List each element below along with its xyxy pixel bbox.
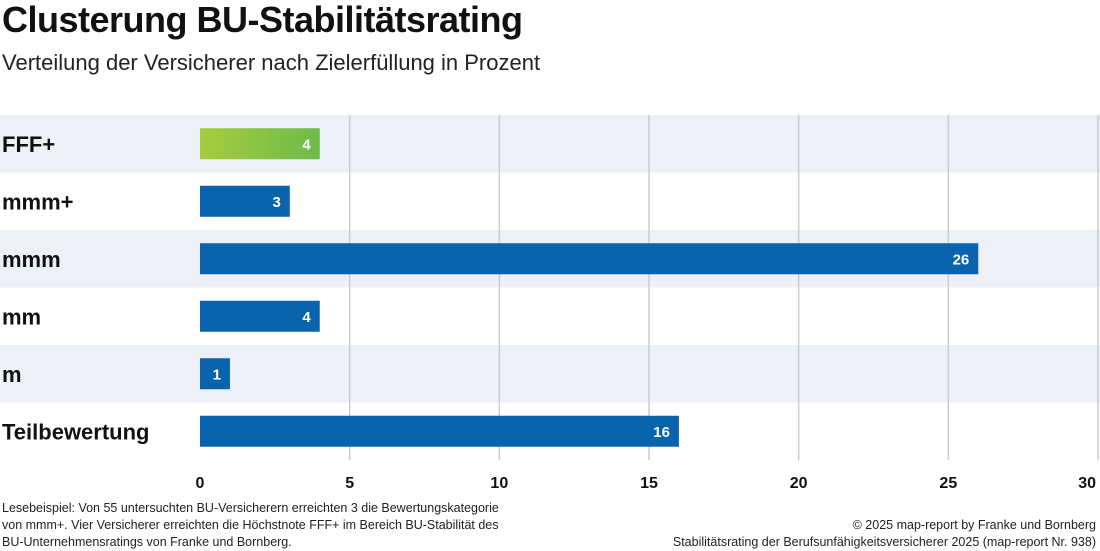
row-bands [0,115,1100,403]
bar [200,128,320,160]
bar [200,243,979,275]
chart-subtitle: Verteilung der Versicherer nach Zielerfü… [2,50,541,75]
data-label: 26 [953,251,970,268]
tick-label: 25 [939,475,957,492]
category-label: FFF+ [2,132,55,157]
tick-label: 10 [490,475,508,492]
bars: 4 3 26 4 1 16 [200,128,979,447]
row-band [0,345,1100,403]
tick-label: 0 [196,475,205,492]
bar [200,358,230,390]
bar [200,185,290,217]
category-label: m [2,362,22,387]
grid-lines [348,115,1099,460]
reading-example-note: Lesebeispiel: Von 55 untersuchten BU-Ver… [2,501,499,549]
tick-label: 20 [790,475,808,492]
data-label: 1 [213,366,221,383]
data-label: 4 [302,136,311,153]
bar [200,415,679,447]
category-label: Teilbewertung [2,419,150,444]
bar [200,300,320,332]
category-label: mm [2,304,41,329]
tick-label: 30 [1078,475,1096,492]
source-block: © 2025 map-report by Franke und Bornberg… [673,517,1096,551]
data-label: 3 [272,194,280,211]
row-band [0,115,1100,173]
data-label: 16 [653,424,670,441]
x-axis-ticks: 0 5 10 15 20 25 30 [196,475,1097,492]
chart-title: Clusterung BU-Stabilitätsrating [2,0,523,40]
category-label: mmm+ [2,189,74,214]
source-text: Stabilitätsrating der Berufsunfähigkeits… [672,535,1096,549]
copyright-text: © 2025 map-report by Franke und Bornberg [852,518,1096,532]
tick-label: 5 [345,475,354,492]
tick-label: 15 [640,475,658,492]
category-label: mmm [2,247,61,272]
data-label: 4 [302,309,311,326]
